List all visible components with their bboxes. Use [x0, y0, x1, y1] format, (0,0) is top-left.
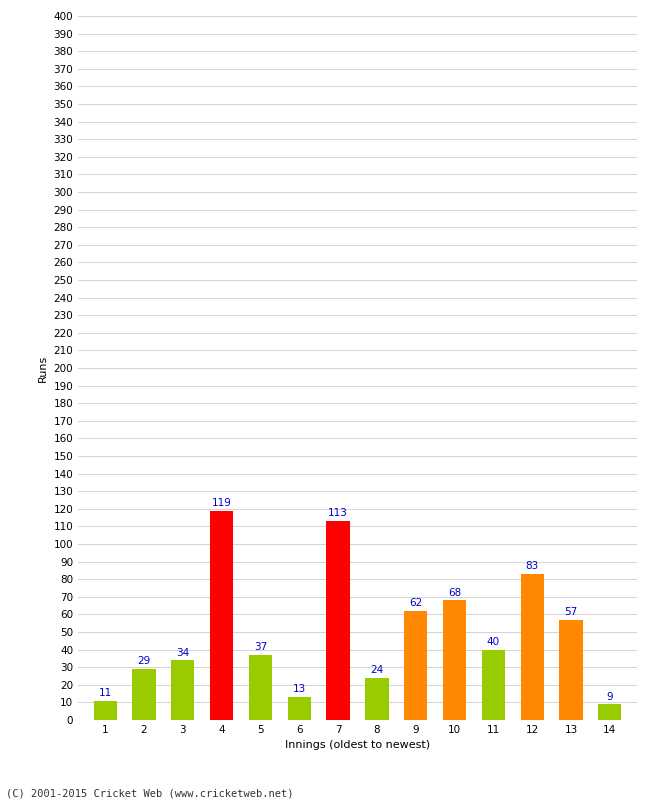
Bar	[249, 655, 272, 720]
Bar	[94, 701, 117, 720]
Bar	[365, 678, 389, 720]
Bar	[287, 697, 311, 720]
Text: 37: 37	[254, 642, 267, 652]
Text: 57: 57	[564, 607, 578, 617]
Bar	[443, 600, 466, 720]
Bar	[598, 704, 621, 720]
Y-axis label: Runs: Runs	[38, 354, 48, 382]
Bar	[521, 574, 544, 720]
Text: 113: 113	[328, 509, 348, 518]
Text: 13: 13	[292, 685, 306, 694]
Text: 9: 9	[606, 691, 613, 702]
Bar	[210, 510, 233, 720]
Bar	[560, 620, 582, 720]
Bar	[326, 521, 350, 720]
Text: 119: 119	[212, 498, 231, 508]
Text: 83: 83	[526, 562, 539, 571]
Bar	[171, 660, 194, 720]
Text: 11: 11	[99, 688, 112, 698]
Text: (C) 2001-2015 Cricket Web (www.cricketweb.net): (C) 2001-2015 Cricket Web (www.cricketwe…	[6, 789, 294, 798]
Text: 34: 34	[176, 647, 189, 658]
Text: 68: 68	[448, 588, 461, 598]
X-axis label: Innings (oldest to newest): Innings (oldest to newest)	[285, 741, 430, 750]
Text: 40: 40	[487, 637, 500, 647]
Bar	[133, 669, 155, 720]
Bar	[404, 611, 427, 720]
Text: 29: 29	[137, 656, 151, 666]
Text: 62: 62	[409, 598, 423, 608]
Text: 24: 24	[370, 665, 383, 675]
Bar	[482, 650, 505, 720]
